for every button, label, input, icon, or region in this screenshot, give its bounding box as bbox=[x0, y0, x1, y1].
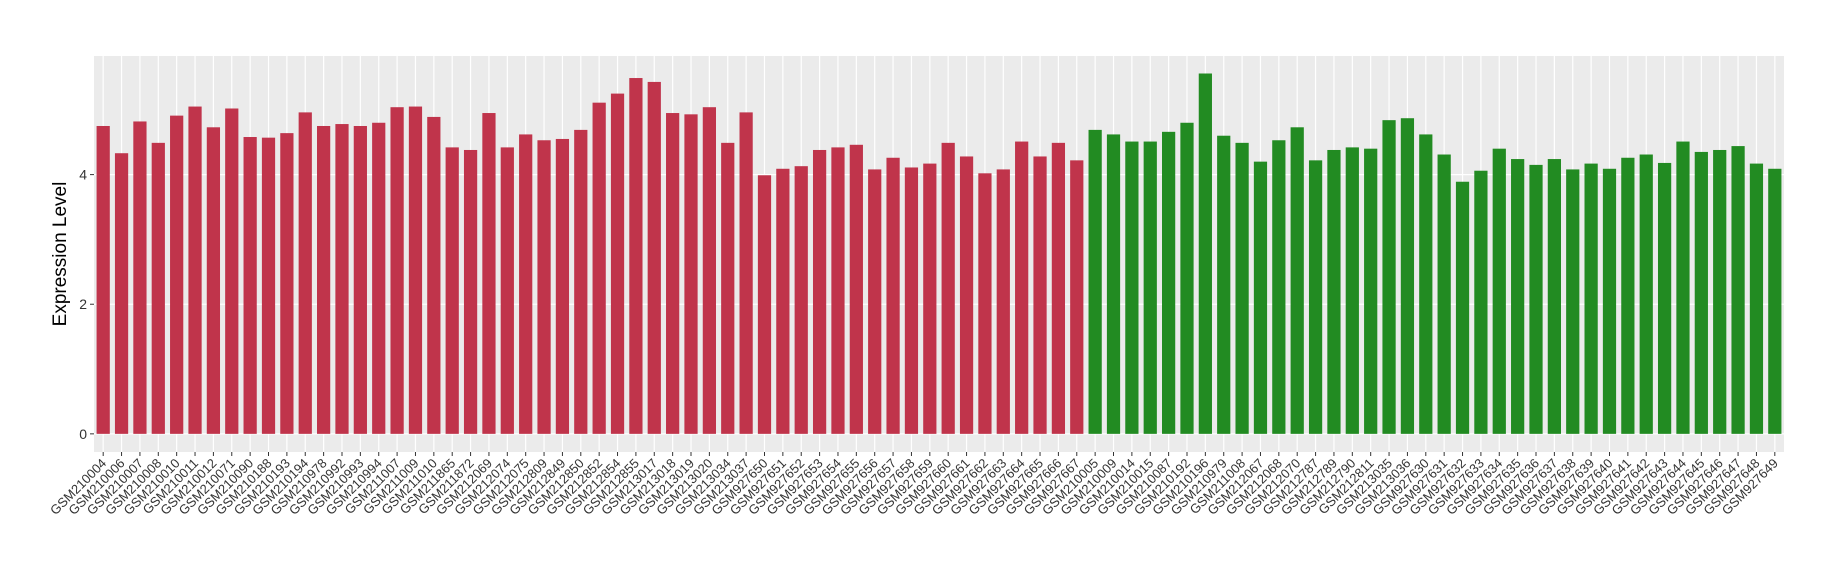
bar bbox=[96, 125, 110, 434]
bar bbox=[1106, 134, 1121, 434]
bar bbox=[1235, 142, 1249, 434]
bar bbox=[1621, 157, 1635, 434]
bar bbox=[114, 153, 129, 434]
bar bbox=[996, 169, 1010, 434]
bar bbox=[1253, 161, 1268, 434]
bar bbox=[463, 149, 478, 434]
bar bbox=[1529, 164, 1543, 434]
bar bbox=[372, 122, 386, 434]
bar bbox=[904, 167, 919, 434]
bar bbox=[831, 147, 845, 434]
bar bbox=[1345, 147, 1359, 434]
bar bbox=[1382, 120, 1396, 434]
bar bbox=[243, 137, 257, 434]
bar bbox=[537, 140, 551, 434]
bar bbox=[1015, 141, 1029, 434]
bar bbox=[1437, 154, 1451, 434]
bar bbox=[1070, 160, 1084, 434]
y-tick-label: 0 bbox=[79, 426, 87, 442]
bar bbox=[574, 129, 588, 434]
bar bbox=[261, 137, 276, 434]
bar bbox=[1602, 168, 1617, 434]
bar bbox=[959, 156, 974, 434]
bar bbox=[206, 127, 221, 434]
bar bbox=[1584, 163, 1598, 434]
bar bbox=[482, 113, 496, 434]
bar bbox=[1400, 118, 1415, 434]
bar bbox=[1143, 141, 1157, 434]
bar bbox=[1419, 134, 1433, 434]
bar bbox=[978, 173, 992, 434]
bar bbox=[1033, 156, 1047, 434]
bar bbox=[1492, 148, 1506, 434]
y-axis-title: Expression Level bbox=[50, 182, 71, 327]
bar bbox=[298, 112, 312, 434]
bar bbox=[647, 81, 661, 434]
bar bbox=[335, 124, 349, 434]
bar bbox=[592, 102, 606, 434]
bar bbox=[555, 138, 570, 434]
bar bbox=[427, 116, 441, 434]
bar bbox=[1272, 140, 1286, 434]
bar bbox=[1511, 159, 1525, 434]
bar bbox=[739, 112, 753, 434]
bar bbox=[1639, 154, 1653, 434]
bar bbox=[170, 115, 184, 434]
bar bbox=[1364, 148, 1378, 434]
bar bbox=[1657, 162, 1672, 434]
bar bbox=[794, 166, 808, 434]
bar bbox=[1676, 141, 1690, 434]
y-tick-label: 2 bbox=[79, 296, 87, 312]
bar bbox=[1180, 122, 1194, 434]
bar bbox=[353, 125, 367, 434]
bar bbox=[684, 114, 698, 434]
bar bbox=[757, 175, 772, 434]
bar bbox=[610, 93, 625, 434]
bar bbox=[1768, 168, 1782, 434]
bar bbox=[702, 107, 716, 434]
bar bbox=[225, 108, 239, 434]
bar bbox=[1308, 160, 1323, 434]
bar bbox=[151, 142, 165, 434]
bar bbox=[1566, 169, 1580, 434]
bar bbox=[923, 163, 937, 434]
bar bbox=[1474, 170, 1488, 434]
bar bbox=[1217, 135, 1231, 434]
bar bbox=[1455, 181, 1470, 434]
bar bbox=[1694, 151, 1708, 434]
bar bbox=[849, 144, 863, 434]
bar bbox=[1198, 73, 1212, 434]
bar bbox=[1547, 159, 1561, 434]
bar bbox=[1125, 141, 1139, 434]
bar bbox=[280, 133, 294, 434]
bar bbox=[1088, 129, 1102, 434]
bar bbox=[721, 142, 735, 434]
bar bbox=[519, 134, 533, 434]
bar bbox=[1051, 142, 1066, 434]
bar bbox=[133, 121, 147, 434]
bar bbox=[445, 147, 459, 434]
bar bbox=[1162, 131, 1176, 434]
bar bbox=[188, 106, 202, 434]
bar bbox=[1749, 163, 1764, 434]
bar bbox=[1731, 146, 1745, 434]
bar bbox=[812, 149, 827, 434]
bar bbox=[868, 169, 882, 434]
bar bbox=[1327, 149, 1341, 434]
bar bbox=[500, 147, 514, 434]
bar bbox=[629, 78, 643, 434]
bar bbox=[390, 107, 404, 434]
bar bbox=[776, 168, 790, 434]
bar bbox=[317, 125, 331, 434]
bar bbox=[666, 113, 680, 434]
bar bbox=[1713, 149, 1727, 434]
bar bbox=[941, 142, 955, 434]
bar bbox=[1290, 127, 1304, 434]
bar bbox=[886, 157, 900, 434]
y-tick-label: 4 bbox=[79, 167, 87, 183]
bar bbox=[408, 106, 423, 434]
